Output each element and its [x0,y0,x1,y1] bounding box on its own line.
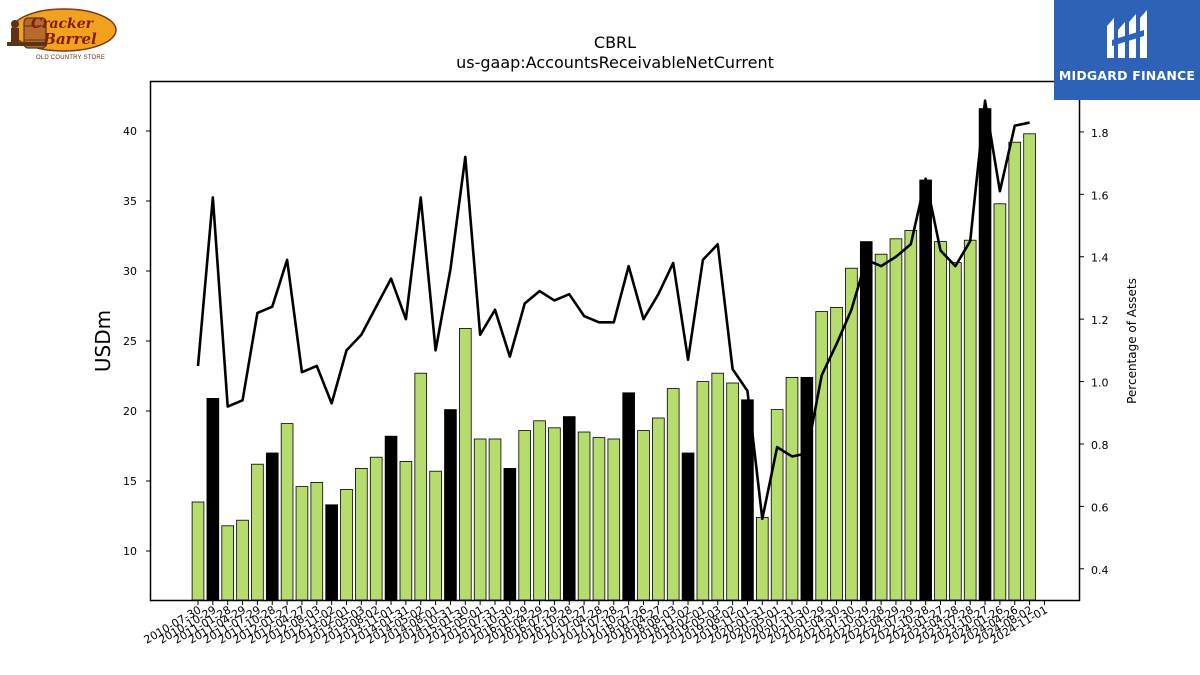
svg-text:Cracker: Cracker [31,16,95,32]
bar [800,376,814,601]
line-series [196,99,1030,521]
y-axis-right: 0.4 0.6 0.8 1.0 1.2 1.4 1.6 1.8 [1079,127,1109,577]
bar [934,241,947,601]
bar [637,430,650,601]
bar [993,203,1007,601]
y-tick-label: 25 [123,335,137,348]
bar [533,420,546,601]
bar [681,452,695,601]
bar [1008,141,1022,601]
barrel-icon: Cracker Barrel [7,8,117,52]
bar [577,431,591,601]
bar [711,372,725,601]
bar [874,253,888,601]
y-right-tick-label: 1.8 [1091,127,1109,140]
bar [295,486,309,601]
bar [666,388,680,601]
bar [978,108,992,601]
x-axis: 2010-07-302010-10-292011-01-282011-04-29… [142,600,1050,647]
bar [652,417,665,601]
bar [904,229,918,601]
bar [429,470,442,601]
y-tick-label: 30 [123,265,137,278]
bar [815,311,828,601]
bar [236,519,249,601]
bar [696,381,710,601]
bar [444,409,457,601]
y-right-tick-label: 1.6 [1091,189,1109,202]
bar [265,452,279,601]
bar [770,409,784,601]
bar [251,463,264,601]
bar [488,438,502,601]
y-axis-right-title: Percentage of Assets [1125,278,1139,404]
y-right-tick-label: 0.4 [1091,564,1109,577]
bar [562,416,576,601]
bar [1023,133,1036,601]
midgard-mark-icon [1107,10,1147,58]
y-right-tick-label: 1.0 [1091,377,1109,390]
bar [963,239,977,601]
bar [949,262,962,601]
bar [384,435,398,601]
cracker-barrel-sub: OLD COUNTRY STORE [36,55,106,61]
bar [726,382,739,601]
y-tick-label: 35 [123,195,137,208]
bar [340,488,353,601]
bar [221,525,235,601]
bar [919,179,932,601]
y-right-tick-label: 1.4 [1091,252,1109,265]
y-axis-title: USDm [91,310,115,372]
bar [399,460,413,601]
bar [458,327,472,601]
y-right-tick-label: 1.2 [1091,314,1109,327]
bar [191,501,205,601]
y-tick-label: 10 [123,545,137,558]
bar [369,456,383,601]
midgard-finance-text: MIDGARD FINANCE [1058,68,1196,83]
bar [473,438,487,601]
bar [310,481,324,601]
bar [325,504,338,601]
bar [889,238,903,601]
bar [414,372,428,601]
bar [206,397,220,601]
bar-series [191,108,1036,601]
series-line [196,99,1030,521]
bar [785,376,799,601]
cracker-barrel-logo: Cracker Barrel OLD COUNTRY STORE [4,4,118,62]
bar [503,467,517,601]
bar [622,392,635,601]
chart-title: CBRL [594,33,636,52]
svg-text:Barrel: Barrel [42,30,97,48]
y-right-tick-label: 0.6 [1091,501,1109,514]
bar [548,427,561,601]
bar [355,467,368,601]
bar [518,430,531,601]
y-axis-left: 10 15 20 25 30 35 40 [123,125,151,558]
y-tick-label: 20 [123,405,137,418]
y-tick-label: 15 [123,475,137,488]
y-tick-label: 40 [123,125,137,138]
bar [756,517,769,601]
bar [280,423,294,601]
bar [859,241,873,601]
midgard-finance-logo: MIDGARD FINANCE [1054,0,1200,100]
bar [592,437,606,601]
y-right-tick-label: 0.8 [1091,439,1109,452]
chart-subtitle: us-gaap:AccountsReceivableNetCurrent [456,53,774,72]
bar [607,438,621,601]
